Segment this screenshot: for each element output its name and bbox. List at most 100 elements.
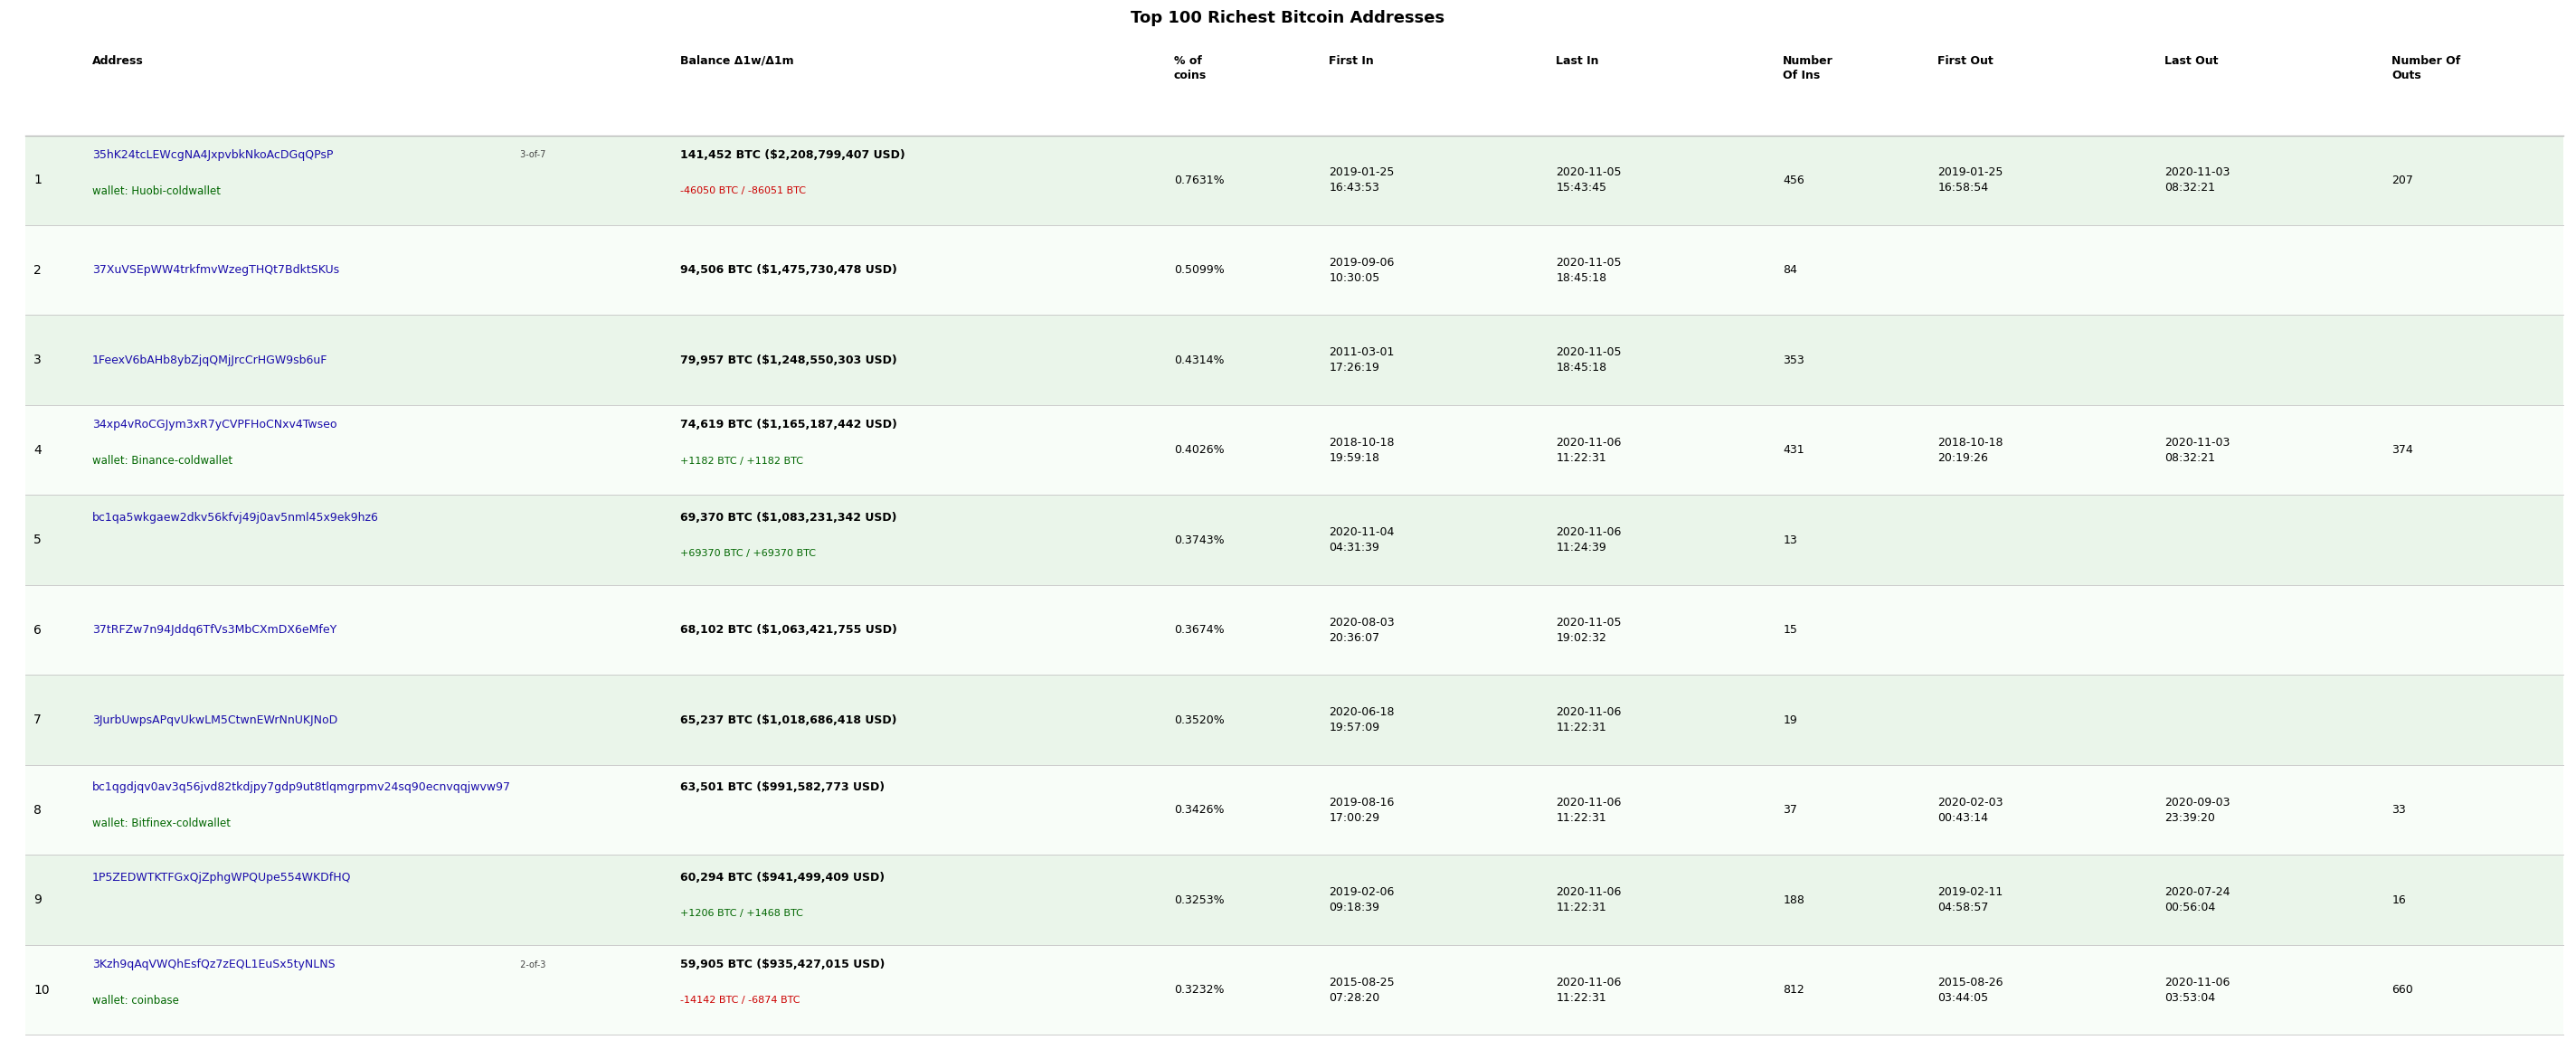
Text: Balance Δ1w/Δ1m: Balance Δ1w/Δ1m [680,55,793,67]
Text: Last In: Last In [1556,55,1600,67]
Text: 2020-07-24
00:56:04: 2020-07-24 00:56:04 [2164,886,2231,913]
Text: 2019-01-25
16:58:54: 2019-01-25 16:58:54 [1937,166,2004,193]
Text: 34xp4vRoCGJym3xR7yCVPFHoCNxv4Twseo: 34xp4vRoCGJym3xR7yCVPFHoCNxv4Twseo [93,419,337,431]
Text: 13: 13 [1783,535,1798,546]
Text: 2019-08-16
17:00:29: 2019-08-16 17:00:29 [1329,797,1394,824]
Text: 35hK24tcLEWcgNA4JxpvbkNkoAcDGqQPsP: 35hK24tcLEWcgNA4JxpvbkNkoAcDGqQPsP [93,149,332,161]
Text: 2020-02-03
00:43:14: 2020-02-03 00:43:14 [1937,797,2004,824]
Text: 3Kzh9qAqVWQhEsfQz7zEQL1EuSx5tyNLNS: 3Kzh9qAqVWQhEsfQz7zEQL1EuSx5tyNLNS [93,959,335,970]
Text: 2020-11-04
04:31:39: 2020-11-04 04:31:39 [1329,526,1394,553]
Text: 0.7631%: 0.7631% [1175,175,1224,186]
Text: 0.3520%: 0.3520% [1175,714,1224,726]
Text: 374: 374 [2393,444,2414,456]
Text: -46050 BTC / -86051 BTC: -46050 BTC / -86051 BTC [680,186,806,196]
Text: +69370 BTC / +69370 BTC: +69370 BTC / +69370 BTC [680,549,817,558]
Bar [26,855,2563,944]
Text: wallet: Huobi-coldwallet: wallet: Huobi-coldwallet [93,185,222,197]
Text: 6: 6 [33,624,41,636]
Text: 2: 2 [33,264,41,277]
Text: wallet: Bitfinex-coldwallet: wallet: Bitfinex-coldwallet [93,817,232,829]
Bar [26,405,2563,495]
Bar [26,944,2563,1035]
Text: 2020-11-06
03:53:04: 2020-11-06 03:53:04 [2164,977,2231,1004]
Text: 0.3426%: 0.3426% [1175,804,1224,815]
Text: 0.4314%: 0.4314% [1175,355,1224,366]
Text: 10: 10 [33,984,49,996]
Text: 2019-01-25
16:43:53: 2019-01-25 16:43:53 [1329,166,1394,193]
Text: 2018-10-18
19:59:18: 2018-10-18 19:59:18 [1329,437,1394,464]
Text: 0.3253%: 0.3253% [1175,894,1224,906]
Text: 2011-03-01
17:26:19: 2011-03-01 17:26:19 [1329,346,1394,373]
Text: 2020-11-03
08:32:21: 2020-11-03 08:32:21 [2164,166,2231,193]
Text: 2020-11-06
11:22:31: 2020-11-06 11:22:31 [1556,437,1620,464]
Text: Address: Address [93,55,144,67]
Text: 0.3674%: 0.3674% [1175,624,1224,635]
Text: wallet: coinbase: wallet: coinbase [93,994,178,1007]
Text: Number Of
Outs: Number Of Outs [2393,55,2460,81]
Text: 141,452 BTC ($2,208,799,407 USD): 141,452 BTC ($2,208,799,407 USD) [680,149,904,161]
Text: First In: First In [1329,55,1373,67]
Text: 2020-11-05
18:45:18: 2020-11-05 18:45:18 [1556,257,1620,284]
Text: 456: 456 [1783,175,1803,186]
Text: 3: 3 [33,354,41,366]
Text: 2020-09-03
23:39:20: 2020-09-03 23:39:20 [2164,797,2231,824]
Text: 74,619 BTC ($1,165,187,442 USD): 74,619 BTC ($1,165,187,442 USD) [680,419,896,431]
Text: 812: 812 [1783,984,1803,995]
Text: % of
coins: % of coins [1175,55,1206,81]
Text: 79,957 BTC ($1,248,550,303 USD): 79,957 BTC ($1,248,550,303 USD) [680,355,896,366]
Text: 2020-11-06
11:22:31: 2020-11-06 11:22:31 [1556,706,1620,733]
Text: 2015-08-25
07:28:20: 2015-08-25 07:28:20 [1329,977,1394,1004]
Text: 37XuVSEpWW4trkfmvWzegTHQt7BdktSKUs: 37XuVSEpWW4trkfmvWzegTHQt7BdktSKUs [93,264,340,276]
Text: 3JurbUwpsAPqvUkwLM5CtwnEWrNnUKJNoD: 3JurbUwpsAPqvUkwLM5CtwnEWrNnUKJNoD [93,714,337,726]
Text: 2020-11-06
11:22:31: 2020-11-06 11:22:31 [1556,797,1620,824]
Text: 2-of-3: 2-of-3 [518,960,546,969]
Text: 5: 5 [33,534,41,546]
Text: 37: 37 [1783,804,1798,815]
Text: Top 100 Richest Bitcoin Addresses: Top 100 Richest Bitcoin Addresses [1131,9,1445,26]
Text: 0.5099%: 0.5099% [1175,264,1224,276]
Text: 2020-11-05
18:45:18: 2020-11-05 18:45:18 [1556,346,1620,373]
Text: 68,102 BTC ($1,063,421,755 USD): 68,102 BTC ($1,063,421,755 USD) [680,624,896,635]
Text: 84: 84 [1783,264,1798,276]
Text: +1182 BTC / +1182 BTC: +1182 BTC / +1182 BTC [680,457,804,465]
Text: 0.3232%: 0.3232% [1175,984,1224,995]
Text: 8: 8 [33,804,41,816]
Text: 94,506 BTC ($1,475,730,478 USD): 94,506 BTC ($1,475,730,478 USD) [680,264,896,276]
Bar [26,584,2563,675]
Text: 59,905 BTC ($935,427,015 USD): 59,905 BTC ($935,427,015 USD) [680,959,884,970]
Text: 1: 1 [33,174,41,186]
Text: 2020-11-06
11:22:31: 2020-11-06 11:22:31 [1556,977,1620,1004]
Text: 2020-11-06
11:22:31: 2020-11-06 11:22:31 [1556,886,1620,913]
Text: 2018-10-18
20:19:26: 2018-10-18 20:19:26 [1937,437,2004,464]
Text: 2019-02-11
04:58:57: 2019-02-11 04:58:57 [1937,886,2004,913]
Text: 660: 660 [2393,984,2414,995]
Text: 63,501 BTC ($991,582,773 USD): 63,501 BTC ($991,582,773 USD) [680,781,884,794]
Text: 2015-08-26
03:44:05: 2015-08-26 03:44:05 [1937,977,2004,1004]
Text: 2020-08-03
20:36:07: 2020-08-03 20:36:07 [1329,617,1394,644]
Text: 7: 7 [33,713,41,726]
Text: 2020-06-18
19:57:09: 2020-06-18 19:57:09 [1329,706,1394,733]
Bar [26,764,2563,855]
Bar [26,495,2563,584]
Text: 2019-02-06
09:18:39: 2019-02-06 09:18:39 [1329,886,1394,913]
Text: 2020-11-05
19:02:32: 2020-11-05 19:02:32 [1556,617,1620,644]
Text: 15: 15 [1783,624,1798,635]
Text: 1FeexV6bAHb8ybZjqQMjJrcCrHGW9sb6uF: 1FeexV6bAHb8ybZjqQMjJrcCrHGW9sb6uF [93,355,327,366]
Text: 19: 19 [1783,714,1798,726]
Text: 37tRFZw7n94Jddq6TfVs3MbCXmDX6eMfeY: 37tRFZw7n94Jddq6TfVs3MbCXmDX6eMfeY [93,624,337,635]
Text: 33: 33 [2393,804,2406,815]
Text: 4: 4 [33,444,41,457]
Bar [26,675,2563,764]
Text: -14142 BTC / -6874 BTC: -14142 BTC / -6874 BTC [680,996,799,1005]
Text: 69,370 BTC ($1,083,231,342 USD): 69,370 BTC ($1,083,231,342 USD) [680,512,896,523]
Text: +1206 BTC / +1468 BTC: +1206 BTC / +1468 BTC [680,909,804,918]
Text: Last Out: Last Out [2164,55,2218,67]
Text: 207: 207 [2393,175,2414,186]
Text: 0.3743%: 0.3743% [1175,535,1224,546]
Bar [26,135,2563,226]
Bar [26,315,2563,405]
Text: Number
Of Ins: Number Of Ins [1783,55,1834,81]
Text: 1P5ZEDWTKTFGxQjZphgWPQUpe554WKDfHQ: 1P5ZEDWTKTFGxQjZphgWPQUpe554WKDfHQ [93,872,350,883]
Text: 2020-11-06
11:24:39: 2020-11-06 11:24:39 [1556,526,1620,553]
Text: 60,294 BTC ($941,499,409 USD): 60,294 BTC ($941,499,409 USD) [680,872,884,883]
